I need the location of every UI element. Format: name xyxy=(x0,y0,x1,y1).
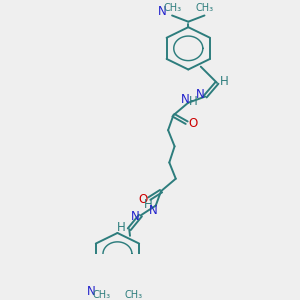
Text: CH₃: CH₃ xyxy=(195,3,214,13)
Text: O: O xyxy=(138,194,147,206)
Text: N: N xyxy=(148,204,157,217)
Text: N: N xyxy=(158,5,166,18)
Text: N: N xyxy=(196,88,204,101)
Text: CH₃: CH₃ xyxy=(92,290,110,300)
Text: N: N xyxy=(131,209,140,223)
Text: CH₃: CH₃ xyxy=(124,290,143,300)
Text: H: H xyxy=(189,95,198,108)
Text: O: O xyxy=(188,117,198,130)
Text: H: H xyxy=(117,221,125,235)
Text: H: H xyxy=(220,75,229,88)
Text: CH₃: CH₃ xyxy=(163,3,181,13)
Text: H: H xyxy=(144,198,153,211)
Text: N: N xyxy=(87,285,95,298)
Text: N: N xyxy=(181,92,190,106)
